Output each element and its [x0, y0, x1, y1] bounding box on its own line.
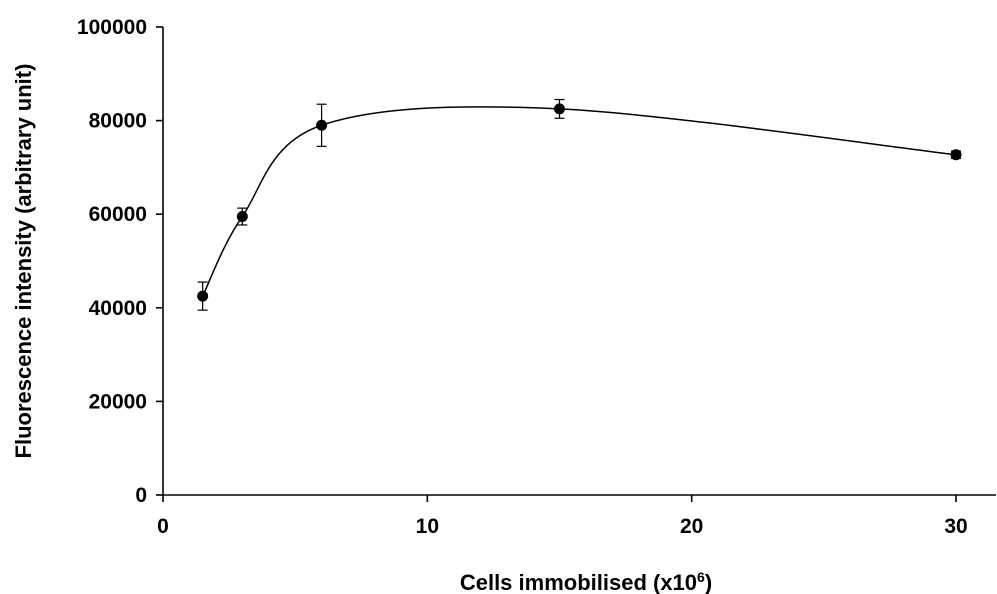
- y-tick-label: 20000: [89, 390, 147, 413]
- x-tick-label: 30: [944, 515, 967, 538]
- data-point: [950, 149, 962, 161]
- y-tick-label: 60000: [89, 203, 147, 226]
- fit-curve: [201, 106, 957, 297]
- data-point: [236, 211, 248, 223]
- y-axis-title: Fluorescence intensity (arbitrary unit): [11, 64, 36, 459]
- x-tick-label: 0: [157, 515, 169, 538]
- x-axis-title-superscript: 6: [697, 569, 705, 585]
- data-points-group: [197, 98, 962, 311]
- x-axis-title: Cells immobilised (x106): [460, 569, 712, 594]
- x-axis-title-main: Cells immobilised (x10: [460, 570, 697, 594]
- data-point: [197, 290, 209, 302]
- x-tick-label: 20: [680, 515, 703, 538]
- x-axis-title-close: ): [705, 570, 712, 594]
- y-tick-label: 0: [135, 484, 147, 507]
- y-tick-label: 80000: [89, 110, 147, 133]
- x-tick-label: 10: [416, 515, 439, 538]
- data-point: [316, 119, 328, 131]
- y-tick-label: 40000: [89, 297, 147, 320]
- y-tick-label: 100000: [77, 16, 147, 39]
- axes: [156, 26, 996, 502]
- fit-curve-group: [201, 106, 957, 297]
- data-point: [554, 103, 565, 115]
- tick-labels-group: 0 20000 40000 60000 80000 100000 0 10 20 30: [77, 16, 968, 538]
